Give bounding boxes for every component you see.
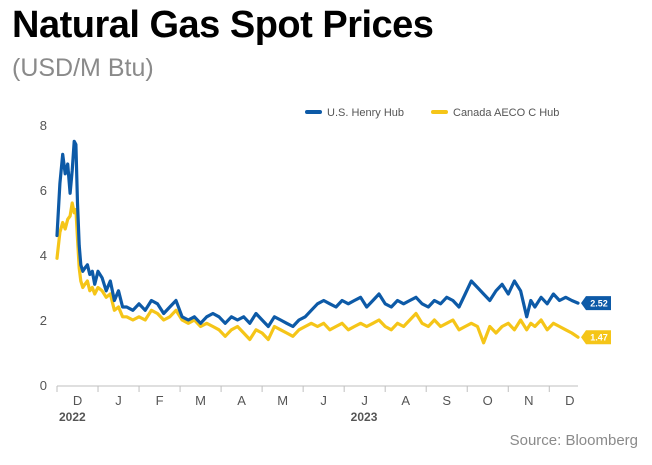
legend-item-henry-hub: U.S. Henry Hub: [305, 107, 404, 119]
end-badge-aeco: [581, 330, 611, 345]
x-tick-label: O: [483, 393, 493, 408]
end-badge-henry-hub: [581, 296, 611, 311]
x-tick-label: J: [361, 393, 368, 408]
series-line-aeco: [55, 201, 580, 345]
x-tick-label: S: [442, 393, 451, 408]
end-label-henry-hub: 2.52: [590, 299, 608, 309]
chart-title: Natural Gas Spot Prices: [12, 4, 434, 46]
legend-item-aeco: Canada AECO C Hub: [431, 107, 559, 119]
legend-label: U.S. Henry Hub: [327, 107, 404, 119]
x-tick-label: D: [73, 393, 82, 408]
chart-subtitle: (USD/M Btu): [12, 54, 154, 82]
y-axis: 0 2 4 6 8: [40, 118, 47, 393]
y-tick-label: 4: [40, 248, 47, 263]
x-tick-label: J: [115, 393, 122, 408]
source-note: Source: Bloomberg: [509, 432, 638, 449]
x-tick-label: M: [195, 393, 206, 408]
x-tick-label: J: [320, 393, 327, 408]
series-line-henry-hub: [55, 139, 580, 329]
legend-label: Canada AECO C Hub: [453, 107, 559, 119]
end-label-aeco: 1.47: [590, 333, 608, 343]
legend: U.S. Henry Hub Canada AECO C Hub: [305, 107, 559, 119]
x-tick-label: F: [156, 393, 164, 408]
x-tick-label: M: [277, 393, 288, 408]
y-tick-label: 6: [40, 183, 47, 198]
x-tick-label: N: [524, 393, 533, 408]
y-tick-label: 2: [40, 313, 47, 328]
x-tick-label: A: [237, 393, 246, 408]
y-tick-label: 8: [40, 118, 47, 133]
year-label: 2022: [59, 410, 86, 424]
year-label: 2023: [351, 410, 378, 424]
series-layer: [55, 139, 580, 345]
x-tick-label: A: [401, 393, 410, 408]
end-labels: 2.52 1.47: [581, 296, 611, 345]
y-tick-label: 0: [40, 378, 47, 393]
x-axis: D J F M A M J J A S O N D 2022 2023: [56, 385, 578, 424]
x-tick-label: D: [565, 393, 574, 408]
